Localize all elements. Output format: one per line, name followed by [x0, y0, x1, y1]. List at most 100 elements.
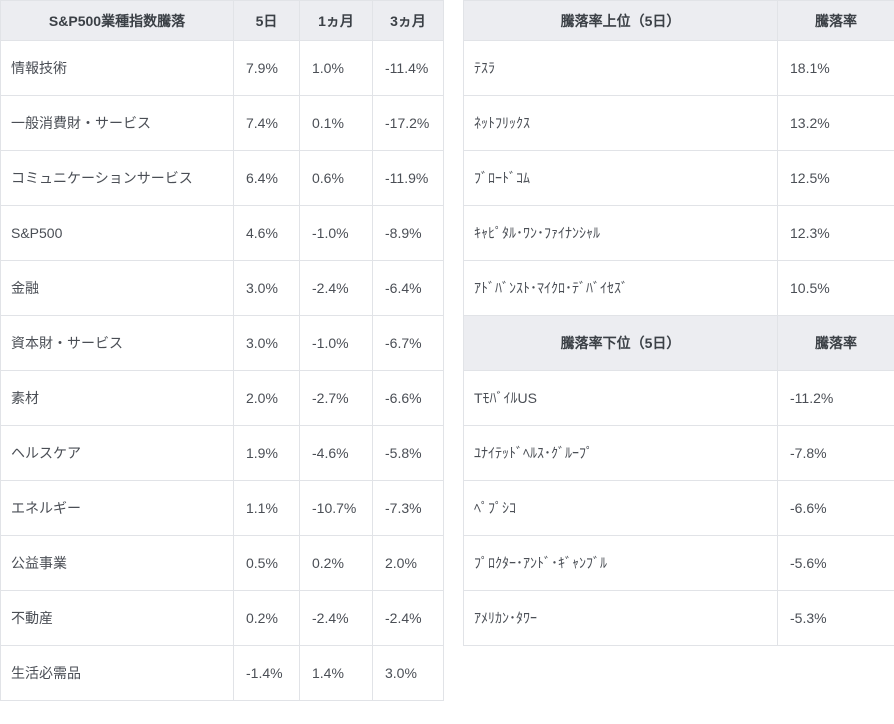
- sector-row: 金融 3.0% -2.4% -6.4%: [0, 260, 444, 316]
- row-label: ﾕﾅｲﾃｯﾄﾞﾍﾙｽ･ｸﾞﾙｰﾌﾟ: [463, 425, 778, 481]
- row-label: ﾍﾟﾌﾟｼｺ: [463, 480, 778, 536]
- row-value: 0.6%: [299, 150, 373, 206]
- row-value: -2.4%: [299, 260, 373, 316]
- loser-row: ﾍﾟﾌﾟｼｺ -6.6%: [463, 480, 894, 536]
- sector-row: 公益事業 0.5% 0.2% 2.0%: [0, 535, 444, 591]
- row-label: 素材: [0, 370, 234, 426]
- row-label: 金融: [0, 260, 234, 316]
- row-label: エネルギー: [0, 480, 234, 536]
- sector-row: 資本財・サービス 3.0% -1.0% -6.7%: [0, 315, 444, 371]
- sector-row: コミュニケーションサービス 6.4% 0.6% -11.9%: [0, 150, 444, 206]
- row-label: 一般消費財・サービス: [0, 95, 234, 151]
- row-value: 3.0%: [233, 315, 300, 371]
- row-value: 0.5%: [233, 535, 300, 591]
- gainer-row: ﾃｽﾗ 18.1%: [463, 40, 894, 96]
- row-label: ｱﾄﾞﾊﾞﾝｽﾄ･ﾏｲｸﾛ･ﾃﾞﾊﾞｲｾｽﾞ: [463, 260, 778, 316]
- row-value: -11.2%: [777, 370, 894, 426]
- row-value: -4.6%: [299, 425, 373, 481]
- gainer-row: ﾈｯﾄﾌﾘｯｸｽ 13.2%: [463, 95, 894, 151]
- row-label: ﾌﾞﾛｰﾄﾞｺﾑ: [463, 150, 778, 206]
- row-value: 1.9%: [233, 425, 300, 481]
- sector-row: 素材 2.0% -2.7% -6.6%: [0, 370, 444, 426]
- row-value: -6.4%: [372, 260, 444, 316]
- row-value: -5.3%: [777, 590, 894, 646]
- row-value: 0.2%: [299, 535, 373, 591]
- row-value: 0.1%: [299, 95, 373, 151]
- loser-row: ﾕﾅｲﾃｯﾄﾞﾍﾙｽ･ｸﾞﾙｰﾌﾟ -7.8%: [463, 425, 894, 481]
- column-header-3month: 3ヵ月: [372, 0, 444, 41]
- row-label: 資本財・サービス: [0, 315, 234, 371]
- row-label: ｱﾒﾘｶﾝ･ﾀﾜｰ: [463, 590, 778, 646]
- column-header-1month: 1ヵ月: [299, 0, 373, 41]
- sector-row: エネルギー 1.1% -10.7% -7.3%: [0, 480, 444, 536]
- row-value: 7.9%: [233, 40, 300, 96]
- row-value: 6.4%: [233, 150, 300, 206]
- row-value: -6.6%: [777, 480, 894, 536]
- row-value: -7.3%: [372, 480, 444, 536]
- row-value: -1.4%: [233, 645, 300, 701]
- row-value: 18.1%: [777, 40, 894, 96]
- row-value: 12.5%: [777, 150, 894, 206]
- row-value: -1.0%: [299, 315, 373, 371]
- losers-header-row: 騰落率下位（5日） 騰落率: [463, 315, 894, 371]
- row-value: -6.6%: [372, 370, 444, 426]
- row-value: 12.3%: [777, 205, 894, 261]
- row-value: 10.5%: [777, 260, 894, 316]
- row-value: -10.7%: [299, 480, 373, 536]
- row-label: 生活必需品: [0, 645, 234, 701]
- sector-row: 不動産 0.2% -2.4% -2.4%: [0, 590, 444, 646]
- row-value: 1.1%: [233, 480, 300, 536]
- row-value: -5.6%: [777, 535, 894, 591]
- row-label: ﾌﾟﾛｸﾀｰ･ｱﾝﾄﾞ･ｷﾞｬﾝﾌﾞﾙ: [463, 535, 778, 591]
- row-label: ﾃｽﾗ: [463, 40, 778, 96]
- sector-row: 生活必需品 -1.4% 1.4% 3.0%: [0, 645, 444, 701]
- sector-row: 情報技術 7.9% 1.0% -11.4%: [0, 40, 444, 96]
- row-value: 1.4%: [299, 645, 373, 701]
- row-value: 1.0%: [299, 40, 373, 96]
- row-value: -2.7%: [299, 370, 373, 426]
- row-value: 2.0%: [233, 370, 300, 426]
- gainers-rate-column-header: 騰落率: [777, 0, 894, 41]
- gainer-row: ﾌﾞﾛｰﾄﾞｺﾑ 12.5%: [463, 150, 894, 206]
- row-value: -8.9%: [372, 205, 444, 261]
- movers-table: 騰落率上位（5日） 騰落率 ﾃｽﾗ 18.1% ﾈｯﾄﾌﾘｯｸｽ 13.2% ﾌﾞﾛｰﾄ…: [463, 0, 894, 646]
- sector-table-header-row: S&P500業種指数騰落 5日 1ヵ月 3ヵ月: [0, 0, 444, 41]
- row-value: 7.4%: [233, 95, 300, 151]
- row-label: コミュニケーションサービス: [0, 150, 234, 206]
- row-label: TﾓﾊﾞｲﾙUS: [463, 370, 778, 426]
- row-value: -6.7%: [372, 315, 444, 371]
- row-label: ヘルスケア: [0, 425, 234, 481]
- row-label: 不動産: [0, 590, 234, 646]
- gainers-table-title: 騰落率上位（5日）: [463, 0, 778, 41]
- sector-table-title: S&P500業種指数騰落: [0, 0, 234, 41]
- row-value: -2.4%: [299, 590, 373, 646]
- gainers-header-row: 騰落率上位（5日） 騰落率: [463, 0, 894, 41]
- row-value: -11.4%: [372, 40, 444, 96]
- row-value: -1.0%: [299, 205, 373, 261]
- row-label: ｷｬﾋﾟﾀﾙ･ﾜﾝ･ﾌｧｲﾅﾝｼｬﾙ: [463, 205, 778, 261]
- row-value: -7.8%: [777, 425, 894, 481]
- sector-row: 一般消費財・サービス 7.4% 0.1% -17.2%: [0, 95, 444, 151]
- row-value: 0.2%: [233, 590, 300, 646]
- row-label: 情報技術: [0, 40, 234, 96]
- losers-table-title: 騰落率下位（5日）: [463, 315, 778, 371]
- sector-performance-table: S&P500業種指数騰落 5日 1ヵ月 3ヵ月 情報技術 7.9% 1.0% -11.…: [0, 0, 444, 701]
- row-label: ﾈｯﾄﾌﾘｯｸｽ: [463, 95, 778, 151]
- row-value: -5.8%: [372, 425, 444, 481]
- row-value: -17.2%: [372, 95, 444, 151]
- gainer-row: ｷｬﾋﾟﾀﾙ･ﾜﾝ･ﾌｧｲﾅﾝｼｬﾙ 12.3%: [463, 205, 894, 261]
- row-label: S&P500: [0, 205, 234, 261]
- row-label: 公益事業: [0, 535, 234, 591]
- row-value: -11.9%: [372, 150, 444, 206]
- row-value: -2.4%: [372, 590, 444, 646]
- row-value: 3.0%: [372, 645, 444, 701]
- sector-row: S&P500 4.6% -1.0% -8.9%: [0, 205, 444, 261]
- row-value: 3.0%: [233, 260, 300, 316]
- row-value: 4.6%: [233, 205, 300, 261]
- row-value: 13.2%: [777, 95, 894, 151]
- losers-rate-column-header: 騰落率: [777, 315, 894, 371]
- column-header-5day: 5日: [233, 0, 300, 41]
- loser-row: TﾓﾊﾞｲﾙUS -11.2%: [463, 370, 894, 426]
- loser-row: ﾌﾟﾛｸﾀｰ･ｱﾝﾄﾞ･ｷﾞｬﾝﾌﾞﾙ -5.6%: [463, 535, 894, 591]
